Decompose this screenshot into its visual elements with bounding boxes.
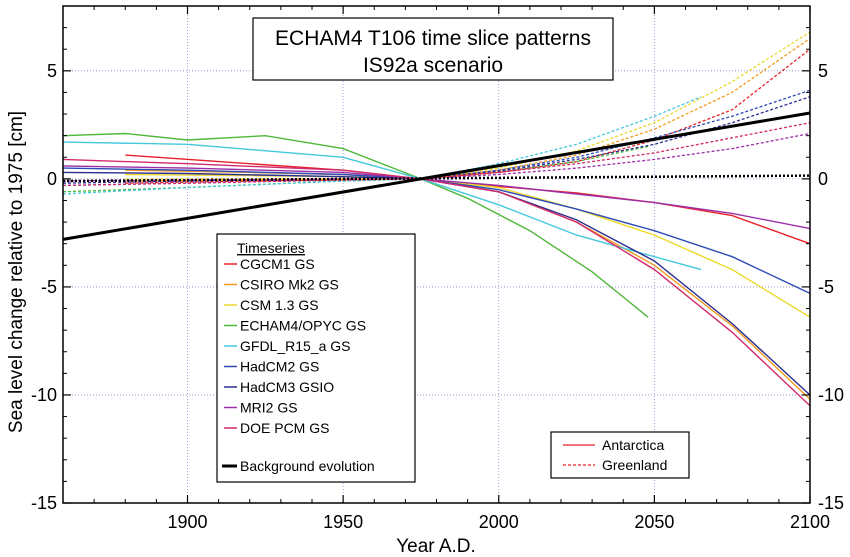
y-tick-label: 5 [47,61,57,81]
y-tick-label-right: -10 [818,385,844,405]
legend-entry: ECHAM4/OPYC GS [240,318,366,334]
y-tick-label-right: -15 [818,493,844,513]
series-hadcm2-gs-antarctica [62,167,811,295]
series-doe-pcm-gs-greenland [62,122,811,187]
legend-entry: DOE PCM GS [240,420,329,436]
y-tick-label-right: 0 [818,169,828,189]
legend-entry: MRI2 GS [240,400,298,416]
x-axis-label: Year A.D. [396,536,476,557]
legend-entry-background: Background evolution [240,458,375,474]
y-tick-label-right: -5 [818,277,834,297]
chart-subtitle: IS92a scenario [363,54,503,77]
title-box: ECHAM4 T106 time slice patterns IS92a sc… [252,17,614,81]
legend-entry: GFDL_R15_a GS [240,338,351,354]
series-hadcm3-gsio-antarctica [62,171,811,396]
style-legend-solid: Antarctica [602,437,664,453]
y-tick-label-right: 5 [818,61,828,81]
x-tick-label: 1950 [323,512,363,532]
background-evolution-line [62,111,811,241]
axis-ticks: 1900 1950 2000 2050 2100 5 5 0 0 -5 -5 -10 -10 -15 -15 [31,5,844,532]
y-tick-label: -15 [31,493,57,513]
series-doe-pcm-gs-antarctica [62,158,811,407]
legend: Timeseries CGCM1 GS CSIRO Mk2 GS CSM 1.3 G… [216,233,416,483]
x-tick-label: 1900 [167,512,207,532]
series-gfdl-r15-a-gs-antarctica [62,141,702,271]
legend-entry: HadCM2 GS [240,359,319,375]
chart-title: ECHAM4 T106 time slice patterns [275,27,591,50]
legend-entry: CSM 1.3 GS [240,297,319,313]
x-tick-label: 2050 [634,512,674,532]
x-tick-label: 2000 [479,512,519,532]
legend-title: Timeseries [237,240,305,256]
series-echam4-opyc-gs-antarctica [62,132,649,318]
y-tick-label: 0 [47,169,57,189]
series-mri2-gs-antarctica [62,165,811,230]
style-legend-dashed: Greenland [602,457,667,473]
series-cgcm1-gs-antarctica [125,154,811,245]
y-tick-label: -5 [41,277,57,297]
legend-entry: CSIRO Mk2 GS [240,277,339,293]
y-axis-label: Sea level change relative to 1975 [cm] [6,111,27,433]
x-tick-label: 2100 [790,512,830,532]
series-layer [62,31,811,407]
zero-reference-line [62,174,811,183]
style-legend: Antarctica Greenland [550,431,690,479]
legend-entry: CGCM1 GS [240,256,315,272]
legend-entry: HadCM3 GSIO [240,379,334,395]
y-tick-label: -10 [31,385,57,405]
